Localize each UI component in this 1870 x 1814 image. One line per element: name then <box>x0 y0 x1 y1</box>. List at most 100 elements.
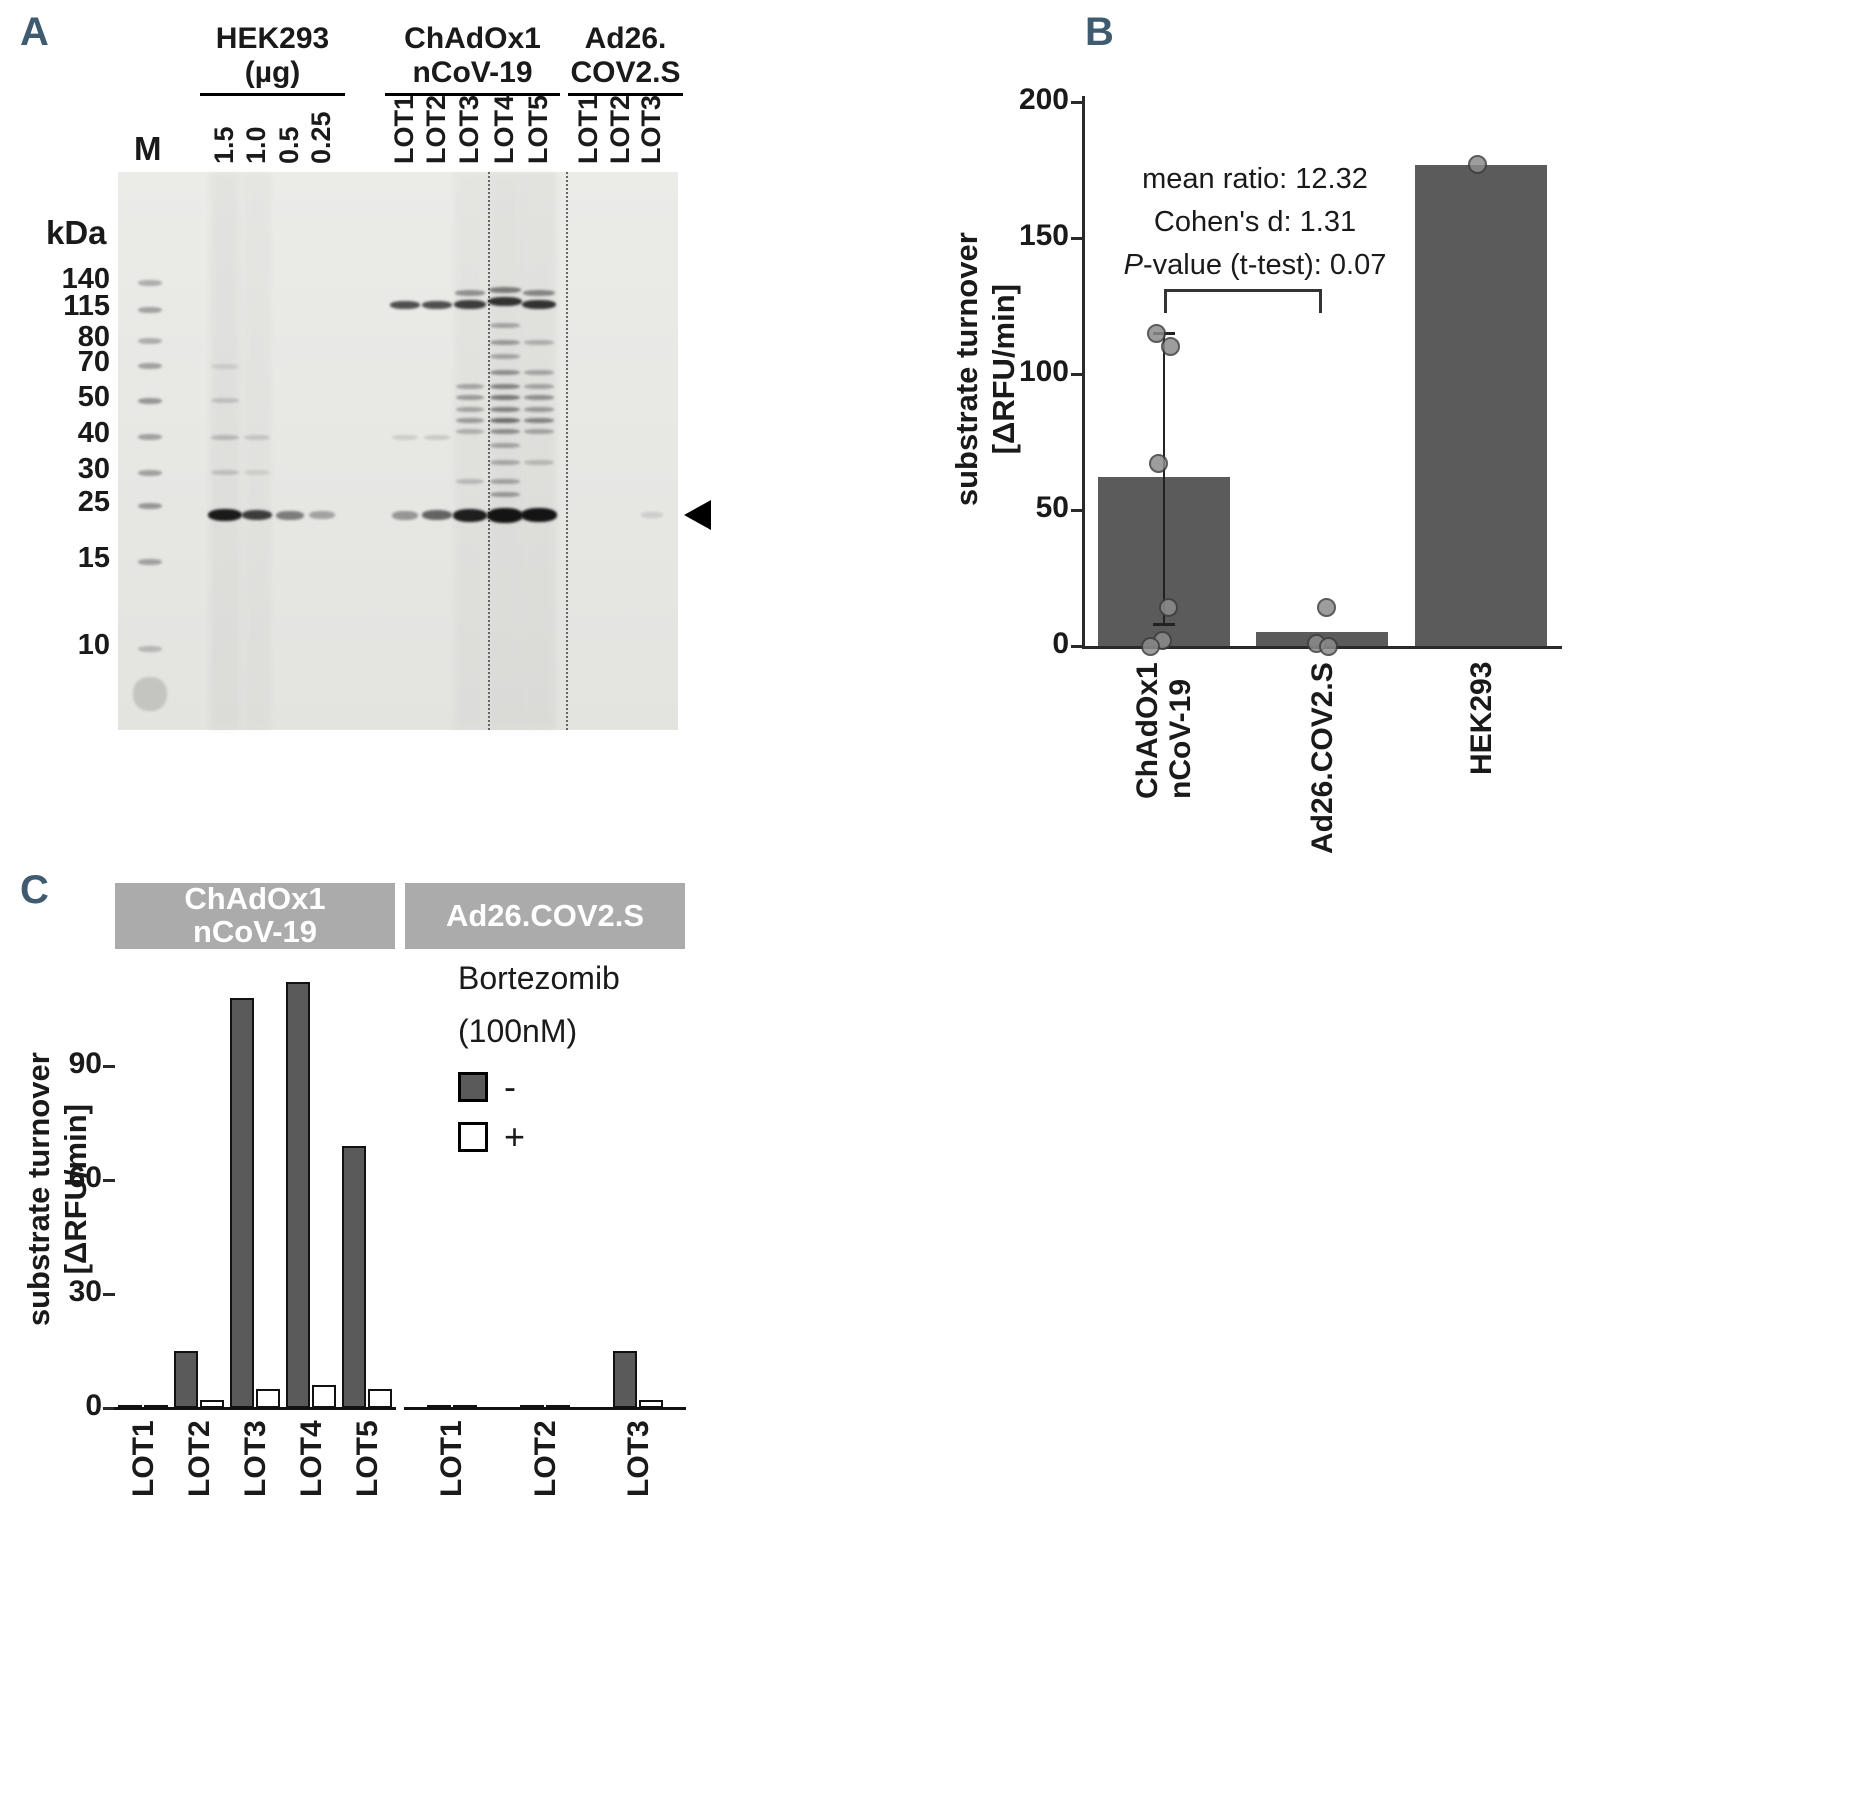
gel-band <box>243 470 270 476</box>
gel-band <box>521 508 558 523</box>
c-bar-minus <box>174 1351 198 1408</box>
lane-label: 1.5 <box>209 126 240 164</box>
gel-band <box>489 384 520 390</box>
gel-band <box>489 428 520 434</box>
gel-band <box>392 434 419 440</box>
mw-marker-label: 140 <box>61 263 110 296</box>
gel-band <box>641 512 664 519</box>
gel-lane-streak <box>487 172 522 730</box>
facet-header-ad26: Ad26.COV2.S <box>405 883 685 949</box>
gel-band <box>524 428 555 434</box>
b-y-tick-mark <box>1071 372 1083 376</box>
label-line: 1.0 <box>241 126 272 164</box>
gel-band <box>489 339 520 345</box>
c-x-category-label: LOT3 <box>239 1420 272 1497</box>
mw-marker-label: 15 <box>77 542 110 575</box>
mw-marker-label: 115 <box>63 289 110 322</box>
legend-swatch-minus-icon <box>458 1071 488 1102</box>
b-annotation-line: Cohen's d: 1.31 <box>1153 205 1357 238</box>
label-line: LOT3 <box>621 1420 655 1497</box>
gel-band <box>390 300 421 309</box>
c-legend-title-line1: Bortezomib <box>458 960 620 996</box>
gel-band <box>424 434 451 440</box>
c-baseline <box>114 1407 396 1410</box>
gel-band <box>422 510 453 521</box>
c-y-tick-mark <box>103 1064 115 1068</box>
b-y-tick-label: 200 <box>1018 83 1069 116</box>
lane-label: 0.5 <box>274 126 305 164</box>
b-data-point <box>1146 323 1166 343</box>
c-x-category-label: LOT1 <box>127 1420 160 1497</box>
b-y-tick-label: 150 <box>1018 219 1069 252</box>
band-arrowhead-icon <box>684 500 711 530</box>
gel-band <box>207 509 242 522</box>
c-y-tick-label: 90 <box>68 1047 102 1080</box>
b-data-point <box>1140 636 1160 656</box>
gel-band <box>210 470 239 476</box>
b-y-tick-mark <box>1071 644 1083 648</box>
gel-band <box>489 442 520 448</box>
gel-splice-line-1 <box>488 172 490 730</box>
gel-band <box>456 395 485 401</box>
group-header-chadox1: ChAdOx1 nCoV-19 <box>385 22 560 97</box>
label-line: nCoV-19 <box>1164 678 1197 799</box>
gel-band <box>137 280 162 287</box>
lane-label: LOT1 <box>573 95 604 164</box>
gel-band <box>455 289 486 296</box>
gel-band <box>488 287 521 294</box>
gel-band <box>453 508 488 522</box>
gel-band <box>308 511 335 520</box>
c-bar-minus <box>118 1405 142 1409</box>
c-bar-minus <box>342 1145 366 1408</box>
gel-band <box>210 398 239 404</box>
gel-splice-line-2 <box>566 172 568 730</box>
b-y-axis-label-line1: substrate turnover <box>948 232 984 507</box>
group-header-hek293-line1: HEK293 <box>215 22 330 55</box>
c-baseline <box>404 1407 686 1410</box>
b-data-point <box>1158 598 1178 618</box>
gel-band <box>522 300 557 310</box>
b-y-tick-label: 50 <box>1035 491 1069 524</box>
group-header-hek293: HEK293 (µg) <box>200 22 345 97</box>
group-header-ad26: Ad26. COV2.S <box>568 22 683 97</box>
gel-band <box>210 434 239 440</box>
label-line: LOT1 <box>435 1420 469 1497</box>
gel-band <box>456 406 485 412</box>
label-line: LOT4 <box>489 94 520 164</box>
gel-band <box>489 479 520 485</box>
group-header-chadox1-line1: ChAdOx1 <box>404 22 541 55</box>
mw-marker-label: 50 <box>77 380 110 413</box>
mw-marker-label: 10 <box>77 629 110 662</box>
c-legend-entry-minus: - <box>458 1066 620 1108</box>
panel-a-label: A <box>20 10 49 54</box>
c-x-category-label: LOT5 <box>351 1420 384 1497</box>
gel-band <box>524 384 555 390</box>
b-data-point <box>1160 337 1180 357</box>
gel-band <box>524 395 555 401</box>
c-legend-title: Bortezomib (100nM) <box>458 952 620 1058</box>
label-line: HEK293 <box>1464 661 1498 775</box>
lane-label: LOT2 <box>605 94 636 164</box>
gel-band <box>137 503 162 510</box>
mw-marker-label: 70 <box>77 346 110 379</box>
label-line: LOT2 <box>528 1420 562 1497</box>
b-data-point <box>1318 636 1338 656</box>
c-bar-plus <box>312 1385 336 1408</box>
c-bar-plus <box>200 1400 224 1408</box>
label-line: LOT5 <box>523 94 554 164</box>
label-line: ChAdOx1 <box>1131 662 1164 799</box>
gel-band <box>456 479 485 485</box>
label-line: LOT2 <box>605 94 636 164</box>
gel-band <box>137 559 162 566</box>
lane-label: LOT1 <box>389 95 420 164</box>
c-bar-minus <box>286 982 310 1408</box>
c-bar-minus <box>520 1405 544 1409</box>
c-bar-minus <box>613 1351 638 1408</box>
mw-marker-label: 30 <box>77 452 110 485</box>
gel-band <box>392 510 419 520</box>
b-annotation-line: mean ratio: 12.32 <box>1142 163 1368 195</box>
gel-band <box>456 417 485 423</box>
gel-band <box>137 397 162 404</box>
c-y-tick-label: 30 <box>68 1275 102 1308</box>
group-header-chadox1-line2: nCoV-19 <box>412 55 533 89</box>
